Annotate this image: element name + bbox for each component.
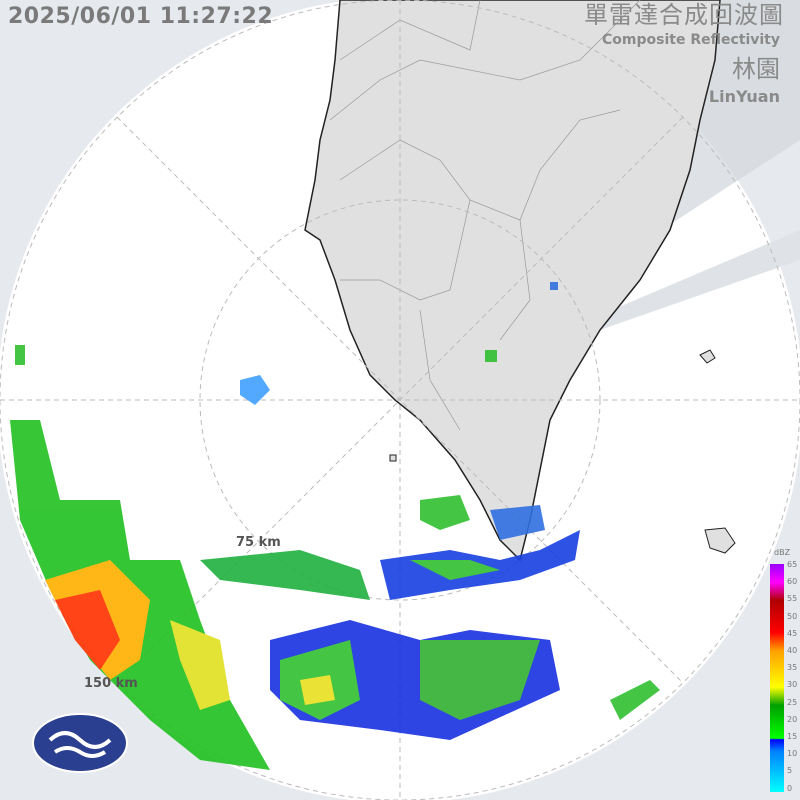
legend-tick: 45 — [787, 628, 798, 638]
legend-tick: 25 — [787, 697, 798, 707]
station-name-zh: 林園 — [732, 55, 780, 83]
radar-echoes — [10, 282, 660, 770]
cwa-logo-icon — [32, 713, 128, 773]
legend-tick: 5 — [787, 766, 793, 776]
legend-unit: dBZ — [774, 548, 791, 557]
range-label-75: 75 km — [236, 535, 281, 550]
legend-tick: 10 — [787, 749, 798, 759]
legend-tick: 40 — [787, 646, 798, 655]
range-label-150: 150 km — [84, 676, 138, 691]
legend-tick: 30 — [787, 680, 798, 690]
legend-tick: 65 — [787, 560, 798, 569]
legend-tick: 0 — [787, 783, 793, 793]
timestamp: 2025/06/01 11:27:22 — [8, 4, 274, 29]
legend-tick: 35 — [787, 663, 798, 673]
legend-tick: 60 — [787, 577, 798, 587]
legend-tick: 20 — [787, 714, 798, 724]
county-borders — [329, 0, 641, 431]
taiwan-land — [304, 0, 721, 562]
dbz-legend: dBZ 65 60 55 50 45 40 35 30 25 20 15 10 5 0 — [768, 548, 800, 798]
legend-tick: 50 — [787, 611, 798, 621]
legend-tick: 55 — [787, 594, 798, 604]
product-title-zh: 單雷達合成回波圖 — [584, 1, 784, 29]
station-name-en: LinYuan — [708, 87, 780, 106]
islands — [389, 349, 736, 554]
legend-colorbar — [770, 564, 784, 792]
product-title-en: Composite Reflectivity — [602, 32, 780, 48]
legend-tick: 15 — [787, 732, 798, 741]
